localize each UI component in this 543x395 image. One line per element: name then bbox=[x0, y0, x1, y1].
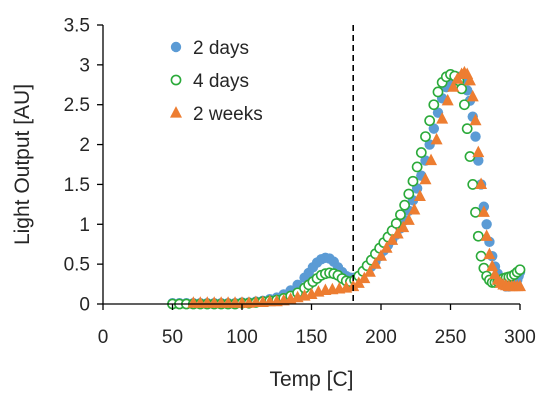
data-point-2-weeks bbox=[483, 247, 496, 260]
data-point-2-weeks bbox=[419, 172, 432, 185]
data-point-4-days bbox=[415, 147, 427, 158]
data-point-2-weeks bbox=[469, 113, 482, 126]
data-point-4-days bbox=[420, 131, 431, 142]
data-point-4-days bbox=[461, 123, 473, 135]
data-point-2-days bbox=[428, 123, 440, 134]
y-tick-label: 3 bbox=[79, 55, 90, 76]
y-tick-label: 3.5 bbox=[64, 16, 90, 37]
legend-label: 2 weeks bbox=[193, 104, 263, 125]
legend-item-4-days: 4 days bbox=[170, 71, 249, 92]
data-point-2-weeks bbox=[397, 220, 410, 233]
x-axis-title: Temp [C] bbox=[269, 368, 353, 391]
data-point-2-weeks bbox=[475, 177, 488, 190]
data-point-2-weeks bbox=[386, 233, 399, 245]
data-point-2-days bbox=[470, 131, 481, 142]
data-point-2-weeks bbox=[480, 229, 493, 241]
data-point-2-weeks bbox=[514, 279, 526, 292]
legend-label: 2 days bbox=[193, 38, 249, 59]
data-point-4-days bbox=[475, 250, 487, 262]
tick-labels: 0 0.5 1 1.5 2 2.5 3 3.5 0 50 100 150 200 250 300 bbox=[64, 16, 536, 349]
x-tick-label: 50 bbox=[162, 327, 183, 348]
data-point-2-weeks bbox=[363, 265, 376, 277]
data-point-2-days bbox=[481, 219, 492, 230]
y-axis-title: Light Output [AU] bbox=[11, 84, 34, 245]
legend: 2 days 4 days 2 weeks bbox=[170, 38, 263, 125]
data-point-2-weeks bbox=[425, 153, 438, 166]
x-tick-label: 250 bbox=[435, 327, 467, 348]
data-point-4-days bbox=[456, 83, 468, 95]
legend-label: 4 days bbox=[193, 71, 249, 92]
data-point-4-days bbox=[472, 230, 484, 242]
data-point-2-weeks bbox=[369, 257, 382, 269]
data-point-2-weeks bbox=[391, 226, 404, 239]
data-point-4-days bbox=[428, 99, 440, 111]
data-points bbox=[167, 65, 526, 310]
x-tick-label: 100 bbox=[226, 327, 258, 348]
data-point-2-weeks bbox=[466, 89, 479, 102]
data-point-2-weeks bbox=[477, 205, 490, 217]
y-tick-label: 1.5 bbox=[64, 175, 90, 196]
data-point-2-weeks bbox=[358, 271, 371, 284]
data-point-4-days bbox=[399, 199, 411, 211]
data-point-4-days bbox=[395, 209, 406, 221]
data-point-4-days bbox=[432, 86, 444, 98]
data-point-2-weeks bbox=[441, 93, 454, 106]
data-point-4-days bbox=[403, 188, 415, 200]
x-tick-label: 150 bbox=[296, 327, 328, 348]
data-point-4-days bbox=[390, 218, 402, 229]
y-tick-label: 2.5 bbox=[64, 95, 90, 116]
data-point-4-days bbox=[514, 264, 526, 276]
data-point-2-weeks bbox=[447, 80, 460, 92]
data-point-2-weeks bbox=[430, 132, 443, 145]
data-point-2-weeks bbox=[413, 189, 426, 201]
data-point-4-days bbox=[407, 175, 419, 187]
data-point-2-weeks bbox=[402, 213, 415, 225]
data-point-legend-2-days bbox=[170, 41, 182, 53]
data-point-4-days bbox=[470, 206, 481, 218]
data-point-4-days bbox=[411, 161, 423, 173]
data-point-2-days bbox=[473, 155, 484, 166]
legend-item-2-weeks: 2 weeks bbox=[170, 104, 263, 125]
y-tick-label: 0 bbox=[79, 295, 90, 316]
data-point-4-days bbox=[458, 99, 470, 111]
data-point-2-weeks bbox=[375, 249, 387, 261]
data-point-legend-4-days bbox=[170, 74, 182, 86]
y-tick-label: 0.5 bbox=[64, 255, 90, 276]
legend-item-2-days: 2 days bbox=[170, 38, 249, 59]
axes bbox=[102, 25, 520, 305]
x-tick-label: 200 bbox=[365, 327, 397, 348]
data-point-4-days bbox=[467, 179, 479, 190]
x-tick-label: 0 bbox=[98, 327, 109, 348]
data-point-2-weeks bbox=[436, 112, 449, 124]
data-point-4-days bbox=[424, 115, 436, 127]
data-point-2-weeks bbox=[352, 276, 365, 288]
y-tick-label: 2 bbox=[79, 135, 90, 156]
data-point-2-weeks bbox=[408, 203, 421, 215]
y-tick-label: 1 bbox=[79, 215, 90, 236]
data-point-2-weeks bbox=[380, 241, 393, 253]
series-2-weeks bbox=[187, 65, 526, 308]
data-point-legend-2-weeks bbox=[170, 106, 182, 118]
data-point-2-weeks bbox=[472, 145, 485, 158]
x-tick-label: 300 bbox=[504, 327, 536, 348]
data-point-2-weeks bbox=[463, 73, 476, 86]
